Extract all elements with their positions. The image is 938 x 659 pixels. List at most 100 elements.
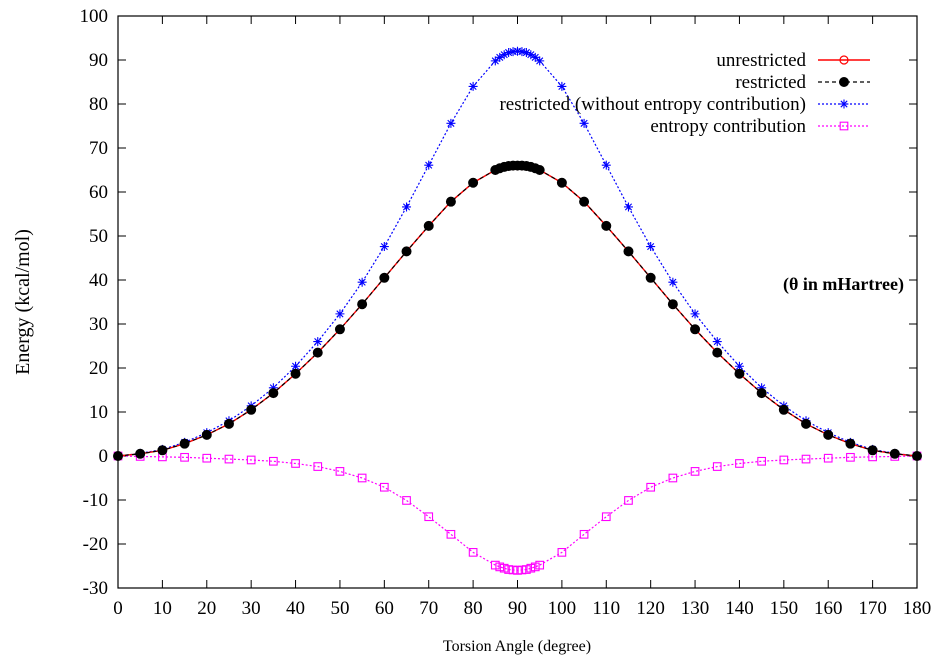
series-layer: [113, 46, 922, 575]
data-point: [446, 529, 456, 539]
annotation-text: (θ in mHartree): [783, 274, 904, 295]
data-point: [334, 324, 345, 335]
data-point: [445, 196, 456, 207]
series-entropy-contribution: [113, 451, 922, 575]
data-point: [757, 383, 767, 393]
data-point: [157, 445, 168, 456]
x-tick-label: 40: [286, 598, 305, 619]
x-tick-label: 30: [242, 598, 261, 619]
data-point: [223, 418, 234, 429]
x-tick-label: 170: [858, 598, 887, 619]
data-point: [224, 454, 234, 464]
data-point: [535, 56, 545, 66]
data-point: [517, 565, 527, 575]
data-point: [779, 455, 789, 465]
data-point: [526, 50, 536, 60]
data-point: [291, 361, 301, 371]
x-tick-label: 120: [636, 598, 665, 619]
x-tick-label: 90: [508, 598, 527, 619]
x-tick-label: 80: [464, 598, 483, 619]
y-tick-label: 80: [89, 94, 108, 115]
y-axis-label: Energy (kcal/mol): [12, 229, 34, 375]
data-point: [557, 548, 567, 557]
data-point: [495, 562, 505, 572]
x-tick-label: 110: [592, 598, 620, 619]
data-point: [734, 368, 745, 379]
data-point: [335, 309, 345, 319]
data-point: [113, 451, 123, 461]
data-point: [201, 429, 212, 440]
data-point: [601, 160, 611, 170]
y-tick-label: 40: [89, 270, 108, 291]
data-point: [912, 451, 922, 461]
data-point: [624, 496, 633, 505]
data-point: [499, 563, 509, 573]
data-point: [735, 459, 744, 468]
x-axis-label: Torsion Angle (degree): [443, 638, 591, 655]
data-point: [357, 473, 367, 483]
data-point: [312, 347, 323, 358]
y-tick-label: 70: [89, 138, 108, 159]
data-point: [401, 246, 412, 257]
data-point: [468, 81, 478, 91]
data-point: [504, 48, 514, 58]
data-point: [535, 560, 545, 570]
data-point: [823, 429, 834, 440]
data-point: [846, 452, 855, 462]
data-point: [690, 324, 701, 335]
legend-entry-marker: [839, 77, 849, 87]
data-point: [490, 560, 500, 570]
data-point: [424, 160, 434, 170]
data-point: [291, 459, 300, 468]
data-point: [690, 467, 700, 476]
x-tick-label: 60: [375, 598, 394, 619]
x-tick-label: 160: [814, 598, 843, 619]
x-tick-label: 20: [197, 598, 216, 619]
data-point: [756, 388, 767, 399]
data-point: [402, 496, 411, 505]
data-point: [313, 337, 323, 347]
data-point: [712, 337, 722, 347]
x-tick-label: 50: [330, 598, 349, 619]
data-point: [556, 177, 567, 188]
data-point: [521, 48, 531, 58]
data-point: [504, 565, 513, 574]
data-point: [357, 277, 367, 287]
y-tick-label: 50: [89, 226, 108, 247]
series-line: [117, 455, 918, 572]
data-point: [268, 388, 279, 399]
x-tick-label: 10: [153, 598, 172, 619]
data-point: [579, 196, 590, 207]
legend-entry-label: unrestricted: [716, 50, 806, 71]
y-tick-label: 20: [89, 358, 108, 379]
data-point: [623, 202, 633, 212]
data-point: [423, 220, 434, 231]
data-point: [402, 202, 412, 212]
data-point: [867, 445, 878, 456]
legend-entry-label: restricted (without entropy contribution…: [499, 94, 806, 115]
legend-entry-marker: [839, 121, 849, 131]
data-point: [424, 512, 434, 522]
data-point: [446, 118, 456, 128]
data-point: [313, 462, 323, 471]
data-point: [778, 404, 789, 415]
x-axis-ticks: 0 10 20 30 40 50 60 70 80 90 100 110 120 130 140 150 160…: [113, 16, 931, 619]
data-point: [180, 452, 189, 462]
y-tick-label: 100: [80, 6, 109, 27]
data-point: [379, 272, 390, 283]
x-tick-label: 130: [681, 598, 710, 619]
data-point: [668, 277, 678, 287]
data-point: [490, 56, 500, 66]
y-axis-ticks: -30 -20 -10 0 10 20 30 40 50 60 70 80 90 100: [80, 6, 917, 599]
data-point: [801, 418, 812, 429]
data-point: [823, 453, 833, 463]
data-point: [522, 565, 531, 574]
data-point: [135, 448, 146, 459]
data-point: [690, 309, 700, 319]
y-tick-label: -30: [83, 578, 108, 599]
x-tick-label: 100: [548, 598, 577, 619]
data-point: [845, 438, 856, 449]
legend-entry-marker: [839, 99, 849, 109]
